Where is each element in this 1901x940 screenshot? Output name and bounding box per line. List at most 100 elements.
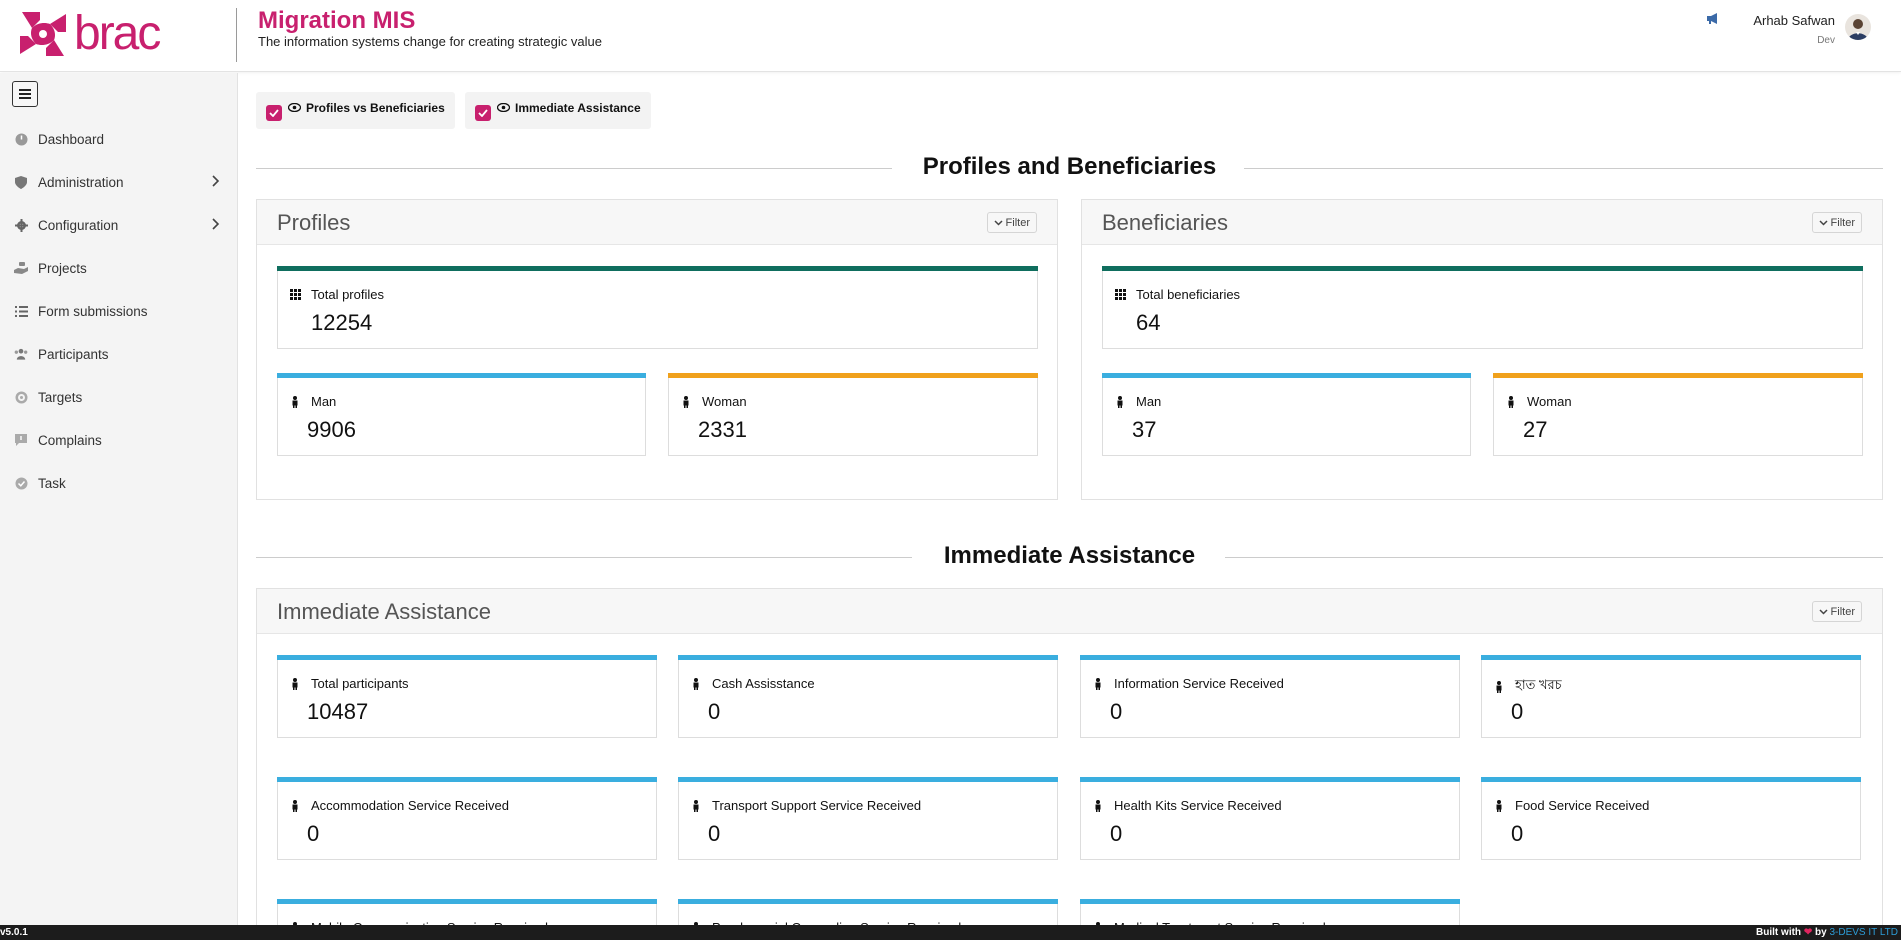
assistance-stat-card: Information Service Received 0 xyxy=(1080,655,1460,738)
chevron-right-icon xyxy=(212,175,220,187)
stat-label: Medical Treatment Service Received xyxy=(1114,920,1326,925)
person-icon xyxy=(690,799,702,812)
sidebar-toggle-button[interactable] xyxy=(12,81,38,107)
stat-label: Information Service Received xyxy=(1114,676,1284,691)
checkbox-checked-icon[interactable] xyxy=(475,104,491,121)
sidebar-item-targets[interactable]: Targets xyxy=(0,378,238,416)
panel-header: Beneficiaries Filter xyxy=(1082,200,1882,245)
sidebar-item-label: Form submissions xyxy=(38,303,148,319)
panel-header: Profiles Filter xyxy=(257,200,1057,245)
assistance-stat-card: Total participants 10487 xyxy=(277,655,657,738)
stat-value: 0 xyxy=(708,821,721,846)
users-icon xyxy=(14,347,28,361)
checkbox-checked-icon[interactable] xyxy=(266,104,282,121)
user-avatar[interactable] xyxy=(1845,14,1871,40)
person-icon xyxy=(1114,395,1126,408)
check-circle-icon xyxy=(14,476,28,490)
person-icon xyxy=(289,921,301,925)
toggle-immediate-assistance[interactable]: Immediate Assistance xyxy=(465,92,651,129)
sidebar-item-complains[interactable]: Complains xyxy=(0,421,238,459)
assistance-stat-card: Medical Treatment Service Received xyxy=(1080,899,1460,925)
app-subtitle: The information systems change for creat… xyxy=(258,34,602,49)
stat-label: Transport Support Service Received xyxy=(712,798,922,813)
person-icon xyxy=(1092,799,1104,812)
stat-value: 0 xyxy=(1110,699,1123,724)
announcement-icon[interactable] xyxy=(1706,12,1724,28)
person-icon xyxy=(1505,395,1517,408)
stat-label: Mobile Communication Service Received xyxy=(311,920,548,925)
main-content: Profiles vs Beneficiaries Immediate Assi… xyxy=(238,73,1901,925)
stat-label: Total participants xyxy=(311,676,409,691)
stat-label: Woman xyxy=(1527,394,1572,409)
heart-icon: ❤ xyxy=(1803,927,1813,938)
stat-card-beneficiaries-woman: Woman 27 xyxy=(1493,373,1863,456)
list-icon xyxy=(14,304,28,318)
beneficiaries-panel: Beneficiaries Filter Total beneficiaries… xyxy=(1081,199,1883,500)
person-icon xyxy=(289,799,301,812)
eye-icon xyxy=(288,103,301,112)
eye-icon xyxy=(497,103,510,112)
sidebar-item-label: Projects xyxy=(38,260,87,276)
brac-logo-text: brac xyxy=(74,7,161,60)
built-with-credit: Built with ❤ by 3-DEVS IT LTD xyxy=(1756,927,1898,938)
brac-logo[interactable]: brac xyxy=(18,7,168,60)
profiles-filter-button[interactable]: Filter xyxy=(986,212,1037,233)
immediate-assistance-panel: Immediate Assistance Filter Total partic… xyxy=(256,588,1883,925)
sidebar-item-administration[interactable]: Administration xyxy=(0,163,238,201)
stat-value: 0 xyxy=(708,699,721,724)
stat-value: 9906 xyxy=(307,417,356,442)
toggle-profiles-vs-beneficiaries[interactable]: Profiles vs Beneficiaries xyxy=(256,92,455,129)
immediate-filter-button[interactable]: Filter xyxy=(1811,601,1862,622)
stat-value: 2331 xyxy=(698,417,747,442)
company-link[interactable]: 3-DEVS IT LTD xyxy=(1829,927,1898,938)
person-icon xyxy=(680,395,692,408)
section-heading: Profiles and Beneficiaries xyxy=(904,153,1235,180)
assistance-stat-card: হাত খরচ 0 xyxy=(1481,655,1861,738)
gear-icon xyxy=(14,218,28,232)
assistance-stat-card: Health Kits Service Received 0 xyxy=(1080,777,1460,860)
stat-card-profiles-man: Man 9906 xyxy=(277,373,646,456)
dashboard-icon xyxy=(14,132,28,146)
panel-title: Beneficiaries xyxy=(1102,210,1228,235)
sidebar-item-form-submissions[interactable]: Form submissions xyxy=(0,292,238,330)
sidebar-item-configuration[interactable]: Configuration xyxy=(0,206,238,244)
assistance-stat-card: Transport Support Service Received 0 xyxy=(678,777,1058,860)
filter-label: Filter xyxy=(1830,216,1855,229)
sidebar-item-dashboard[interactable]: Dashboard xyxy=(0,120,238,158)
stat-label: Man xyxy=(1136,394,1162,409)
sidebar-item-participants[interactable]: Participants xyxy=(0,335,238,373)
person-icon xyxy=(1092,677,1104,690)
stat-label: Food Service Received xyxy=(1515,798,1650,813)
stat-value: 37 xyxy=(1132,417,1157,442)
chevron-down-icon xyxy=(1819,219,1828,226)
assistance-stat-card: Mobile Communication Service Received xyxy=(277,899,657,925)
sidebar-item-label: Administration xyxy=(38,174,124,190)
stat-value: 10487 xyxy=(307,699,369,724)
user-name[interactable]: Arhab Safwan xyxy=(1753,13,1835,28)
app-title: Migration MIS xyxy=(258,7,416,34)
target-icon xyxy=(14,390,28,404)
stat-card-profiles-woman: Woman 2331 xyxy=(668,373,1038,456)
header-divider xyxy=(236,8,237,62)
stat-card-total-profiles: Total profiles 12254 xyxy=(277,266,1038,349)
stat-label: Health Kits Service Received xyxy=(1114,798,1282,813)
stat-value: 0 xyxy=(1511,699,1524,724)
stat-value: 0 xyxy=(1511,821,1524,846)
section-heading: Immediate Assistance xyxy=(925,542,1214,569)
sidebar-item-task[interactable]: Task xyxy=(0,464,238,502)
assistance-stat-card: Cash Assisstance 0 xyxy=(678,655,1058,738)
panel-title: Immediate Assistance xyxy=(277,599,491,624)
toggle-label: Profiles vs Beneficiaries xyxy=(306,100,445,115)
sidebar-item-projects[interactable]: Projects xyxy=(0,249,238,287)
stat-label: Accommodation Service Received xyxy=(311,798,509,813)
beneficiaries-filter-button[interactable]: Filter xyxy=(1811,212,1862,233)
filter-label: Filter xyxy=(1830,605,1855,618)
assistance-stat-card: Psychosocial Counseling Service Received xyxy=(678,899,1058,925)
section-title-immediate-assistance: Immediate Assistance xyxy=(256,542,1883,572)
section-title-profiles-beneficiaries: Profiles and Beneficiaries xyxy=(256,153,1883,183)
sidebar-item-label: Targets xyxy=(38,389,83,405)
sidebar-item-label: Configuration xyxy=(38,217,119,233)
person-icon xyxy=(1092,921,1104,925)
stat-label: Man xyxy=(311,394,337,409)
stat-label: Psychosocial Counseling Service Received xyxy=(712,920,961,925)
